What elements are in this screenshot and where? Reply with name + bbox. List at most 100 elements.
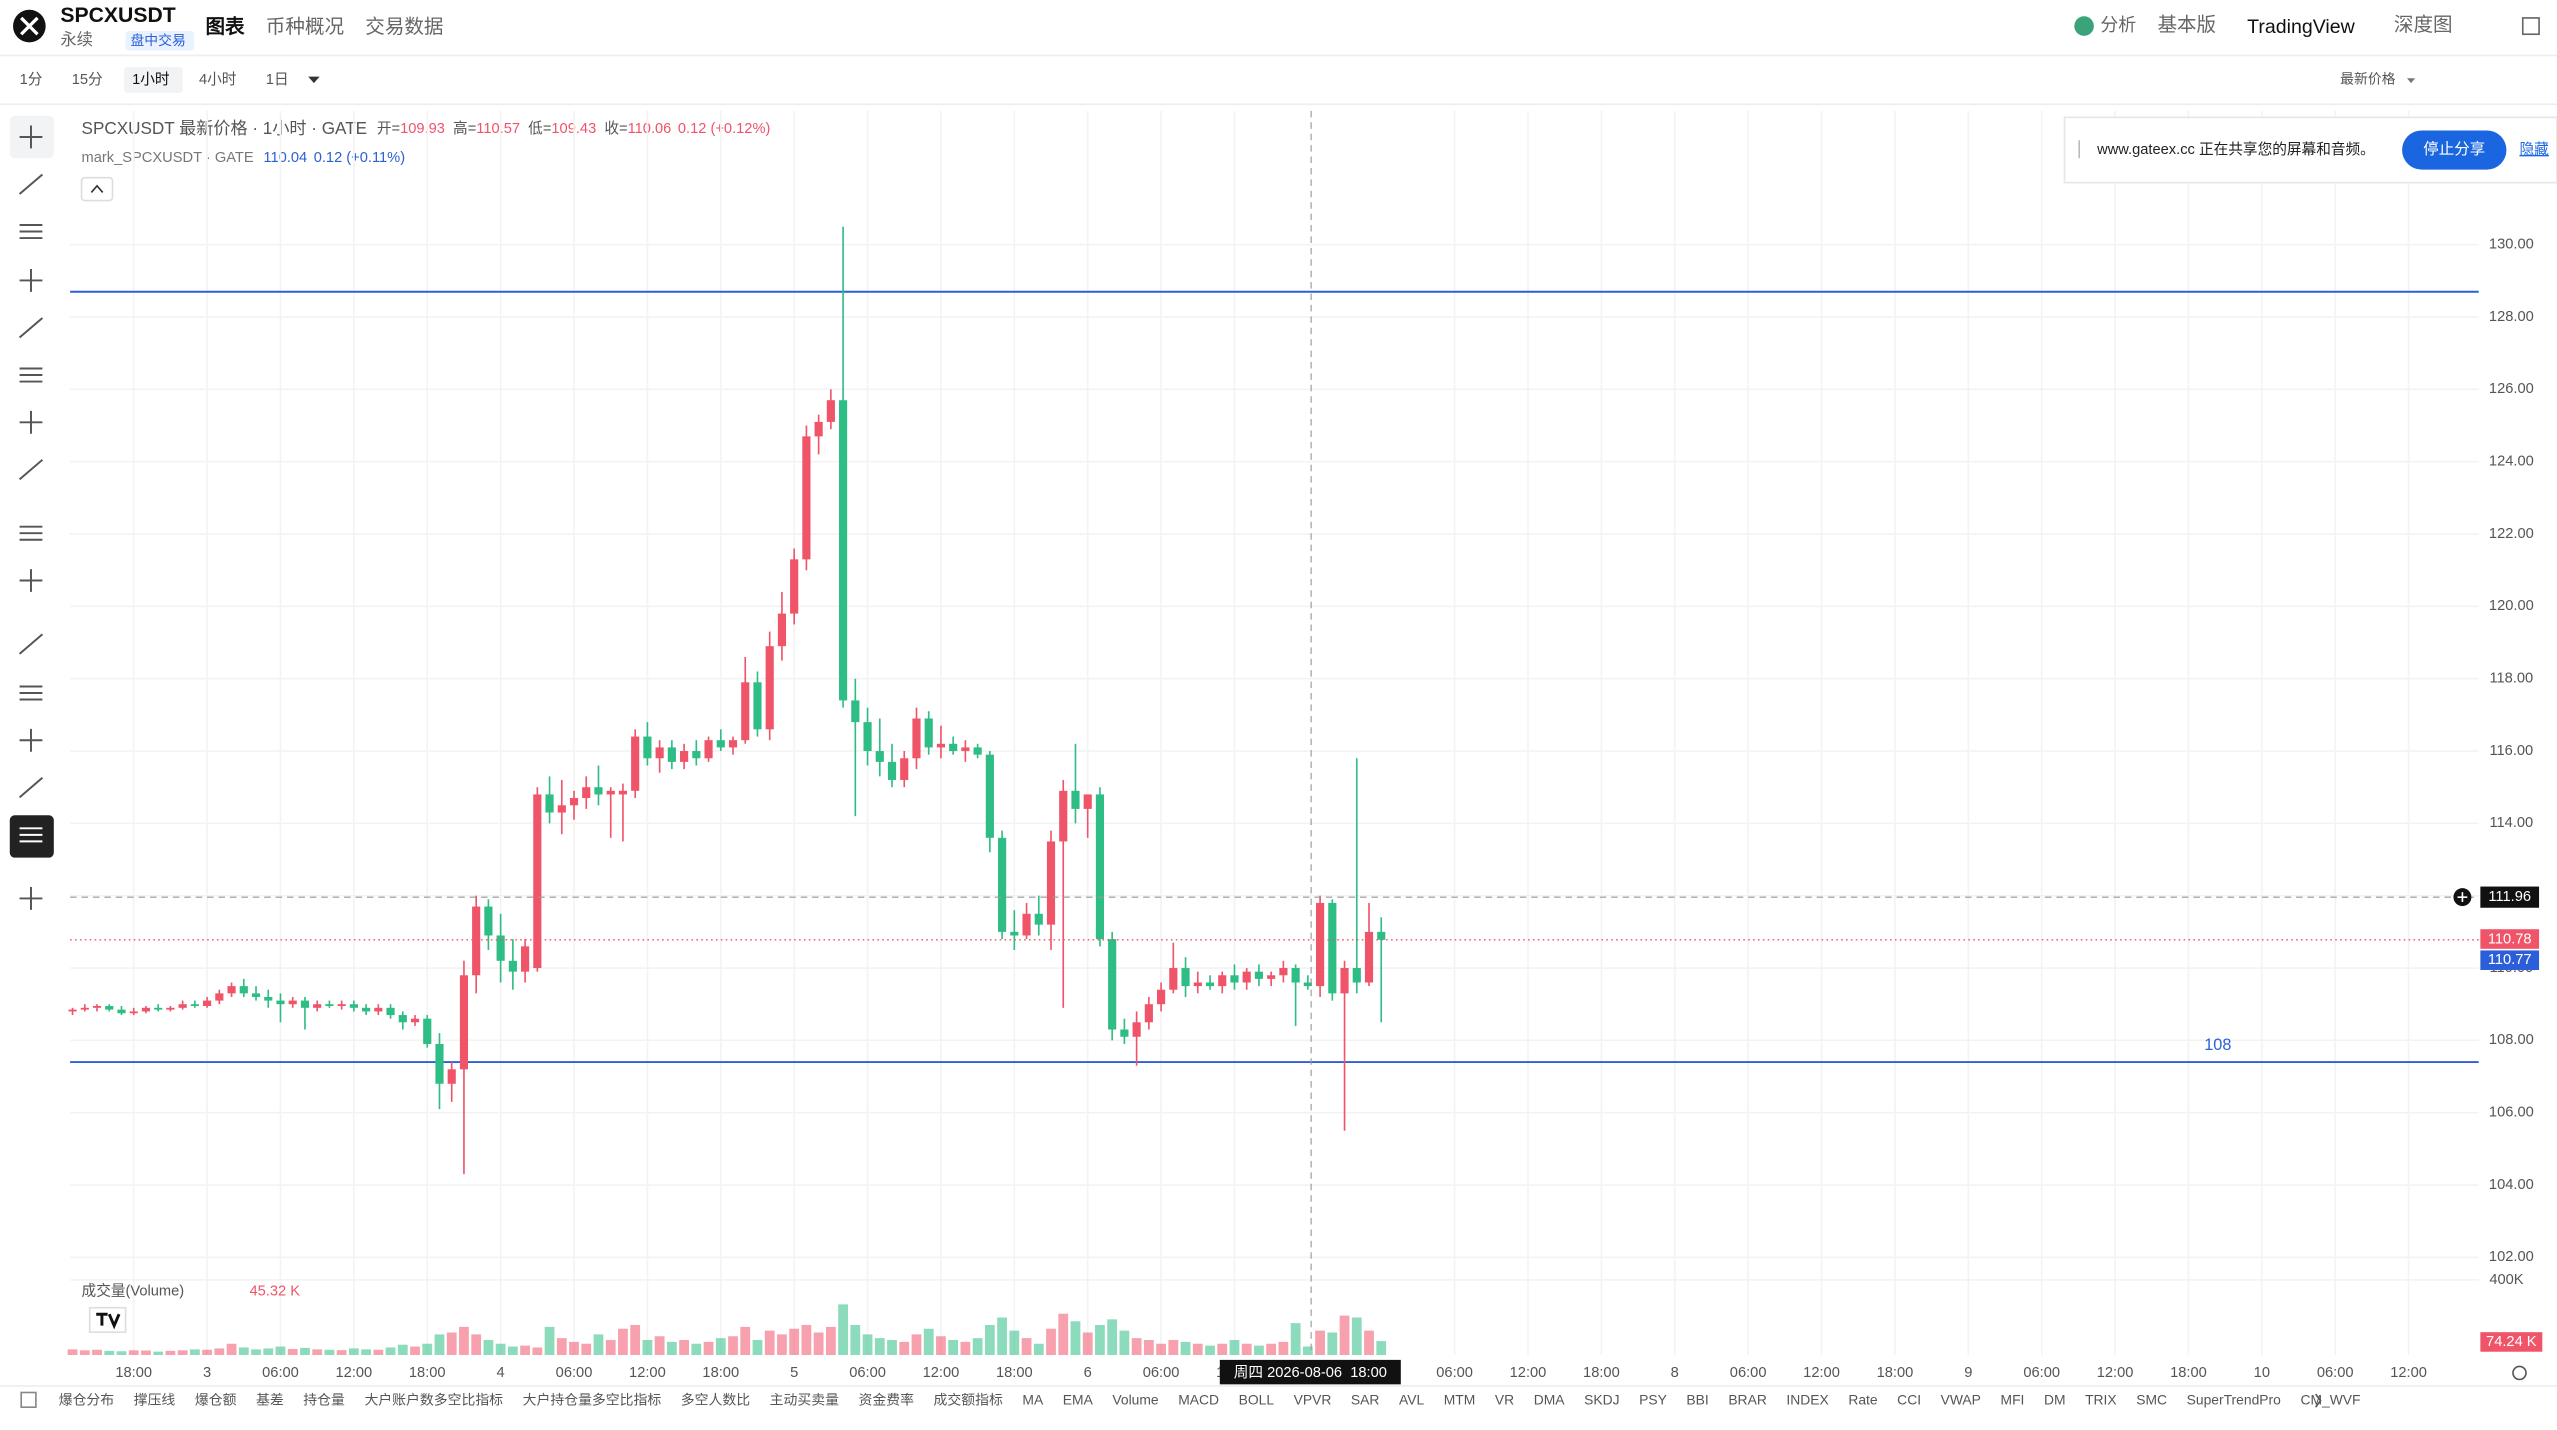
x-tick-label: 18:00 (1583, 1365, 1620, 1381)
x-tick-label: 06:00 (2023, 1365, 2060, 1381)
candle-body (643, 736, 652, 759)
indicator-tab[interactable]: CCI (1897, 1391, 1921, 1407)
y-tick-label: 102.00 (2489, 1249, 2534, 1265)
dropdown[interactable] (2406, 78, 2416, 84)
header-link[interactable]: 深度图 (2394, 14, 2453, 36)
header-link[interactable]: 基本版 (2157, 14, 2216, 36)
volume-bar (336, 1350, 347, 1355)
indicator-tab[interactable]: 资金费率 (859, 1391, 915, 1407)
indicator-tab[interactable]: Volume (1112, 1391, 1159, 1407)
tool-icon[interactable] (19, 685, 43, 701)
indicator-tab[interactable]: VWAP (1941, 1391, 1981, 1407)
candle-body (325, 1004, 334, 1007)
indicator-tab[interactable]: SuperTrendPro (2187, 1391, 2282, 1407)
tool-icon[interactable] (19, 887, 43, 910)
indicator-tab[interactable]: 成交额指标 (934, 1391, 1003, 1407)
indicator-tab[interactable]: VPVR (1294, 1391, 1332, 1407)
indicator-tab[interactable]: PSY (1639, 1391, 1667, 1407)
candle-body (753, 682, 762, 730)
tool-icon[interactable] (18, 777, 44, 799)
price-type[interactable]: 最新价格 (2340, 71, 2396, 87)
header-link[interactable]: 分析 (2100, 15, 2136, 35)
indicator-tab[interactable]: 主动买卖量 (770, 1391, 839, 1407)
indicator-tab[interactable]: VR (1495, 1391, 1514, 1407)
tool-icon[interactable] (19, 125, 43, 149)
indicator-tab[interactable]: 多空人数比 (681, 1391, 750, 1407)
candle-body (900, 758, 909, 780)
collapse-button[interactable] (80, 176, 114, 202)
panel-icon[interactable] (20, 1391, 37, 1408)
indicator-tab[interactable]: AVL (1399, 1391, 1424, 1407)
indicator-tab[interactable]: DMA (1534, 1391, 1566, 1407)
volume-bar (960, 1341, 971, 1355)
tool-icon[interactable] (18, 173, 44, 195)
interval[interactable]: 15分 (72, 71, 103, 88)
tab[interactable]: 币种概况 (266, 16, 344, 38)
tab[interactable]: 交易数据 (365, 16, 443, 38)
tab[interactable]: 图表 (205, 15, 245, 38)
indicator-tab[interactable]: SKDJ (1584, 1391, 1619, 1407)
symbol[interactable]: SPCXUSDT (60, 4, 175, 27)
interval[interactable]: 1分 (20, 71, 43, 88)
tool-icon[interactable] (19, 827, 43, 843)
tool-icon[interactable] (19, 269, 43, 292)
indicator-tab[interactable]: CM_WVF (2300, 1391, 2360, 1407)
indicator-tab[interactable]: MTM (1444, 1391, 1476, 1407)
ohlc-label: 低= (528, 120, 551, 137)
volume-bar (1205, 1345, 1215, 1355)
dropdown[interactable] (308, 76, 320, 84)
indicator-tab[interactable]: MACD (1178, 1391, 1219, 1407)
x-tick-label: 8 (1671, 1365, 1679, 1381)
indicator-tab[interactable]: 大户持仓量多空比指标 (523, 1391, 662, 1407)
volume-bar (679, 1339, 689, 1355)
indicator-tab[interactable]: 大户账户数多空比指标 (364, 1391, 503, 1407)
tool-icon[interactable] (19, 525, 43, 541)
tool-icon[interactable] (19, 410, 43, 434)
candle-body (716, 740, 725, 748)
candle-body (423, 1018, 432, 1044)
indicator-tab[interactable]: 持仓量 (303, 1391, 345, 1407)
indicator-tab[interactable]: 爆仓额 (195, 1391, 237, 1407)
stop-share-button[interactable] (2402, 130, 2507, 170)
stop-share-label[interactable]: 停止分享 (2423, 140, 2485, 158)
indicator-tab[interactable]: DM (2044, 1391, 2066, 1407)
indicator-tab[interactable]: BRAR (1728, 1391, 1767, 1407)
indicator-tab[interactable]: MFI (2001, 1391, 2025, 1407)
volume-bar (507, 1346, 518, 1355)
interval[interactable]: 1小时 (132, 71, 170, 88)
fullscreen-icon[interactable] (2521, 17, 2540, 36)
indicator-tab[interactable]: BBI (1686, 1391, 1708, 1407)
candle-body (300, 1000, 310, 1008)
more-arrow[interactable] (2314, 1393, 2322, 1408)
volume-bar (618, 1328, 628, 1355)
indicator-tab[interactable]: SMC (2136, 1391, 2167, 1407)
candle-body (154, 1007, 163, 1010)
settings-icon[interactable] (2512, 1365, 2527, 1381)
indicator-tab[interactable]: BOLL (1239, 1391, 1275, 1407)
indicator-tab[interactable]: SAR (1351, 1391, 1380, 1407)
indicator-tab[interactable]: Rate (1848, 1391, 1878, 1407)
interval[interactable]: 4小时 (199, 71, 237, 88)
tool-icon[interactable] (18, 633, 44, 655)
hide-link[interactable]: 隐藏 (2519, 141, 2549, 158)
x-tick-label: 6 (1084, 1365, 1092, 1381)
tool-icon[interactable] (19, 224, 43, 240)
indicator-tab[interactable]: INDEX (1786, 1391, 1828, 1407)
tool-icon[interactable] (19, 367, 43, 383)
interval[interactable]: 1日 (266, 72, 289, 88)
tool-icon[interactable] (18, 317, 44, 339)
candle-body (802, 436, 811, 560)
tool-icon[interactable] (18, 459, 44, 481)
indicator-tab[interactable]: 基差 (256, 1391, 284, 1407)
indicator-tab[interactable]: 撑压线 (134, 1391, 176, 1407)
candle-body (741, 682, 750, 741)
header-link[interactable]: TradingView (2247, 16, 2355, 38)
indicator-tab[interactable]: MA (1022, 1391, 1044, 1407)
tool-icon[interactable] (19, 569, 43, 592)
indicator-tab[interactable]: TRIX (2085, 1391, 2117, 1407)
indicator-tab[interactable]: 爆仓分布 (59, 1391, 115, 1407)
tool-icon[interactable] (19, 728, 43, 752)
indicator-tab[interactable]: EMA (1063, 1391, 1094, 1407)
x-tick-label: 18:00 (2170, 1365, 2207, 1381)
